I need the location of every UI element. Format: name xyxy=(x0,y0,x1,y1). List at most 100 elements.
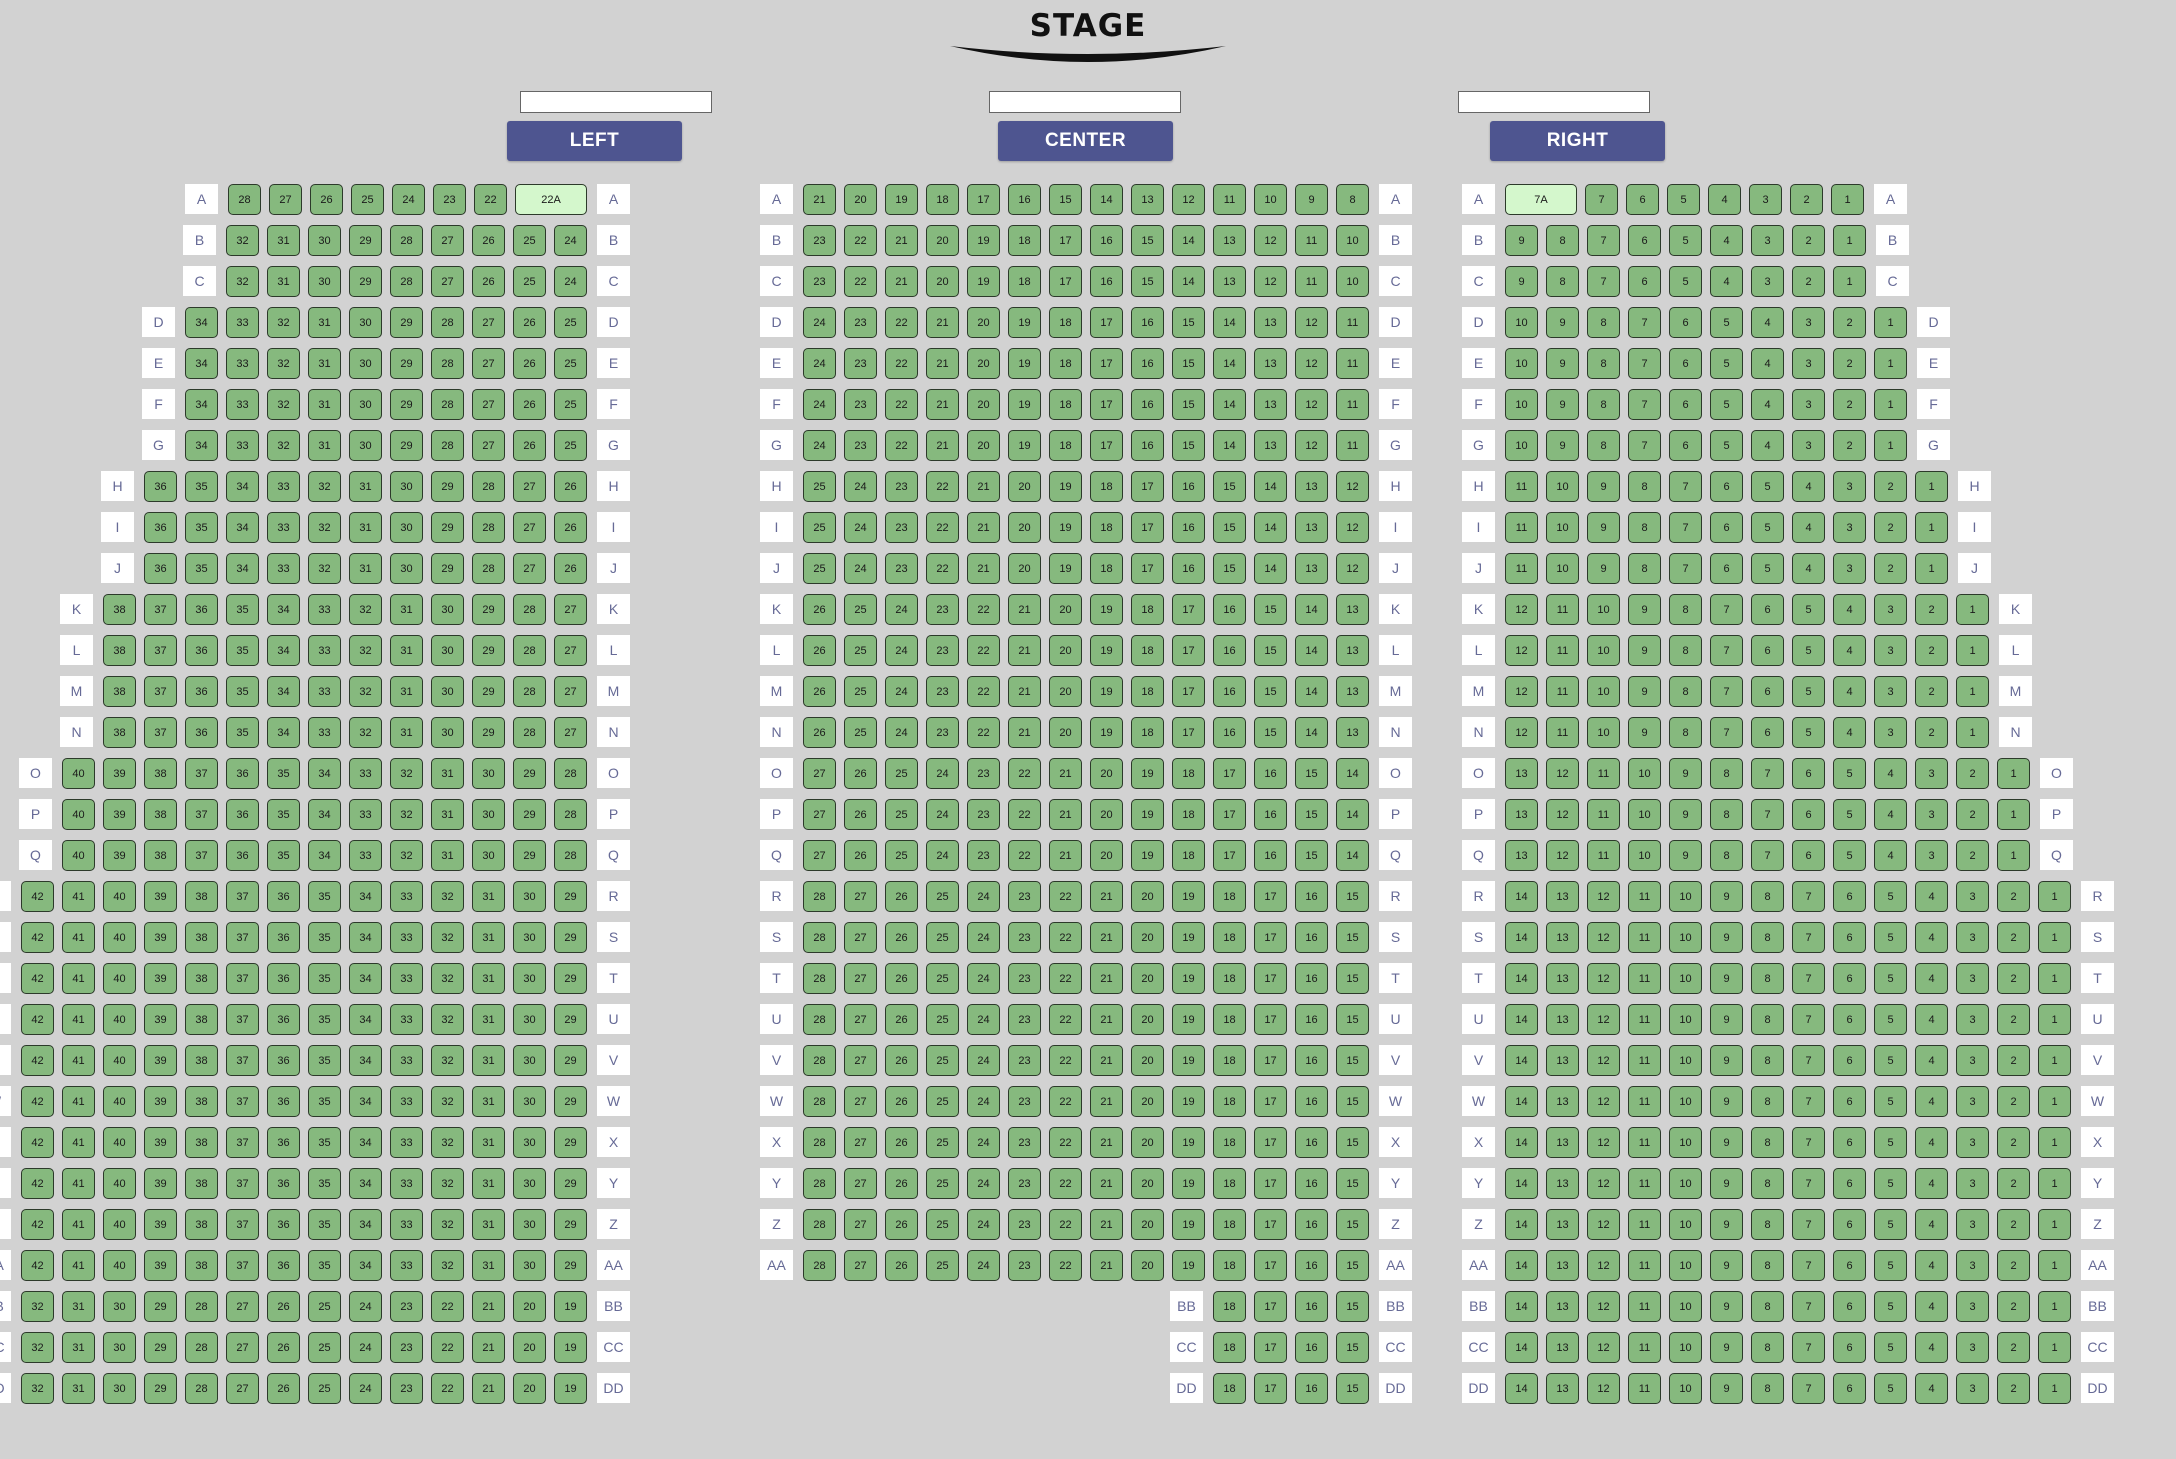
seat[interactable]: 6 xyxy=(1751,594,1784,625)
seat[interactable]: 28 xyxy=(803,922,836,953)
seat[interactable]: 12 xyxy=(1587,1168,1620,1199)
seat[interactable]: 42 xyxy=(21,1250,54,1281)
seat[interactable]: 4 xyxy=(1915,1086,1948,1117)
seat[interactable]: 34 xyxy=(267,676,300,707)
seat[interactable]: 20 xyxy=(1131,1086,1164,1117)
seat[interactable]: 19 xyxy=(1131,840,1164,871)
seat[interactable]: 32 xyxy=(431,881,464,912)
seat[interactable]: 40 xyxy=(103,922,136,953)
seat[interactable]: 6 xyxy=(1833,1004,1866,1035)
seat[interactable]: 2 xyxy=(1792,225,1825,256)
seat[interactable]: 28 xyxy=(803,963,836,994)
seat[interactable]: 20 xyxy=(1131,1209,1164,1240)
seat[interactable]: 40 xyxy=(103,1168,136,1199)
seat[interactable]: 26 xyxy=(267,1291,300,1322)
seat[interactable]: 1 xyxy=(2038,881,2071,912)
seat[interactable]: 6 xyxy=(1628,225,1661,256)
seat[interactable]: 5 xyxy=(1874,1045,1907,1076)
seat[interactable]: 21 xyxy=(1008,594,1041,625)
seat[interactable]: 17 xyxy=(1254,1209,1287,1240)
seat[interactable]: 11 xyxy=(1628,1291,1661,1322)
seat[interactable]: 28 xyxy=(228,184,261,215)
seat[interactable]: 21 xyxy=(967,471,1000,502)
seat[interactable]: 24 xyxy=(349,1332,382,1363)
seat[interactable]: 6 xyxy=(1628,266,1661,297)
seat[interactable]: 23 xyxy=(885,512,918,543)
seat[interactable]: 34 xyxy=(349,1168,382,1199)
seat[interactable]: 13 xyxy=(1254,348,1287,379)
seat[interactable]: 7 xyxy=(1792,963,1825,994)
seat[interactable]: 29 xyxy=(390,389,423,420)
seat[interactable]: 7 xyxy=(1792,1045,1825,1076)
seat[interactable]: 8 xyxy=(1628,553,1661,584)
seat[interactable]: 9 xyxy=(1710,881,1743,912)
seat[interactable]: 20 xyxy=(1049,594,1082,625)
seat[interactable]: 12 xyxy=(1587,1086,1620,1117)
seat[interactable]: 32 xyxy=(308,553,341,584)
seat[interactable]: 34 xyxy=(185,389,218,420)
seat[interactable]: 19 xyxy=(554,1332,587,1363)
seat[interactable]: 33 xyxy=(390,1086,423,1117)
seat[interactable]: 10 xyxy=(1669,1127,1702,1158)
seat[interactable]: 14 xyxy=(1172,225,1205,256)
seat[interactable]: 32 xyxy=(349,717,382,748)
seat[interactable]: 27 xyxy=(844,1045,877,1076)
seat[interactable]: 2 xyxy=(1874,471,1907,502)
seat[interactable]: 26 xyxy=(885,1209,918,1240)
seat[interactable]: 12 xyxy=(1505,594,1538,625)
seat[interactable]: 21 xyxy=(926,307,959,338)
seat[interactable]: 19 xyxy=(1172,1250,1205,1281)
seat[interactable]: 26 xyxy=(803,594,836,625)
seat[interactable]: 26 xyxy=(513,307,546,338)
seat[interactable]: 10 xyxy=(1669,1086,1702,1117)
seat[interactable]: 10 xyxy=(1669,1291,1702,1322)
seat[interactable]: 24 xyxy=(967,1168,1000,1199)
seat[interactable]: 27 xyxy=(431,225,464,256)
seat[interactable]: 38 xyxy=(185,1127,218,1158)
seat[interactable]: 36 xyxy=(267,963,300,994)
left-section-input[interactable] xyxy=(520,91,712,113)
seat[interactable]: 23 xyxy=(803,266,836,297)
seat[interactable]: 42 xyxy=(21,1209,54,1240)
seat[interactable]: 27 xyxy=(844,1086,877,1117)
seat[interactable]: 32 xyxy=(226,225,259,256)
seat[interactable]: 37 xyxy=(226,1168,259,1199)
seat[interactable]: 7 xyxy=(1628,389,1661,420)
seat[interactable]: 22 xyxy=(885,389,918,420)
seat[interactable]: 31 xyxy=(267,225,300,256)
seat[interactable]: 7 xyxy=(1792,1250,1825,1281)
seat[interactable]: 34 xyxy=(349,1250,382,1281)
seat[interactable]: 24 xyxy=(803,348,836,379)
seat[interactable]: 17 xyxy=(1254,1045,1287,1076)
seat[interactable]: 17 xyxy=(1254,1291,1287,1322)
seat[interactable]: 12 xyxy=(1505,635,1538,666)
seat[interactable]: 40 xyxy=(62,799,95,830)
seat[interactable]: 18 xyxy=(1213,922,1246,953)
seat[interactable]: 39 xyxy=(103,840,136,871)
seat[interactable]: 13 xyxy=(1213,225,1246,256)
seat[interactable]: 10 xyxy=(1669,1250,1702,1281)
seat[interactable]: 30 xyxy=(513,881,546,912)
seat[interactable]: 6 xyxy=(1669,389,1702,420)
seat[interactable]: 16 xyxy=(1295,1373,1328,1404)
seat[interactable]: 42 xyxy=(21,963,54,994)
seat[interactable]: 7 xyxy=(1751,799,1784,830)
seat[interactable]: 19 xyxy=(1090,676,1123,707)
seat[interactable]: 24 xyxy=(885,594,918,625)
seat[interactable]: 9 xyxy=(1710,1045,1743,1076)
seat[interactable]: 18 xyxy=(1213,1373,1246,1404)
seat[interactable]: 11 xyxy=(1628,1332,1661,1363)
seat[interactable]: 29 xyxy=(349,266,382,297)
seat[interactable]: 25 xyxy=(554,430,587,461)
seat[interactable]: 16 xyxy=(1008,184,1041,215)
seat[interactable]: 27 xyxy=(554,635,587,666)
seat[interactable]: 7 xyxy=(1628,307,1661,338)
seat[interactable]: 30 xyxy=(431,594,464,625)
seat[interactable]: 26 xyxy=(472,225,505,256)
seat[interactable]: 31 xyxy=(472,1004,505,1035)
seat[interactable]: 24 xyxy=(554,225,587,256)
seat[interactable]: 6 xyxy=(1833,1332,1866,1363)
seat[interactable]: 26 xyxy=(472,266,505,297)
seat[interactable]: 40 xyxy=(62,758,95,789)
seat[interactable]: 39 xyxy=(103,799,136,830)
